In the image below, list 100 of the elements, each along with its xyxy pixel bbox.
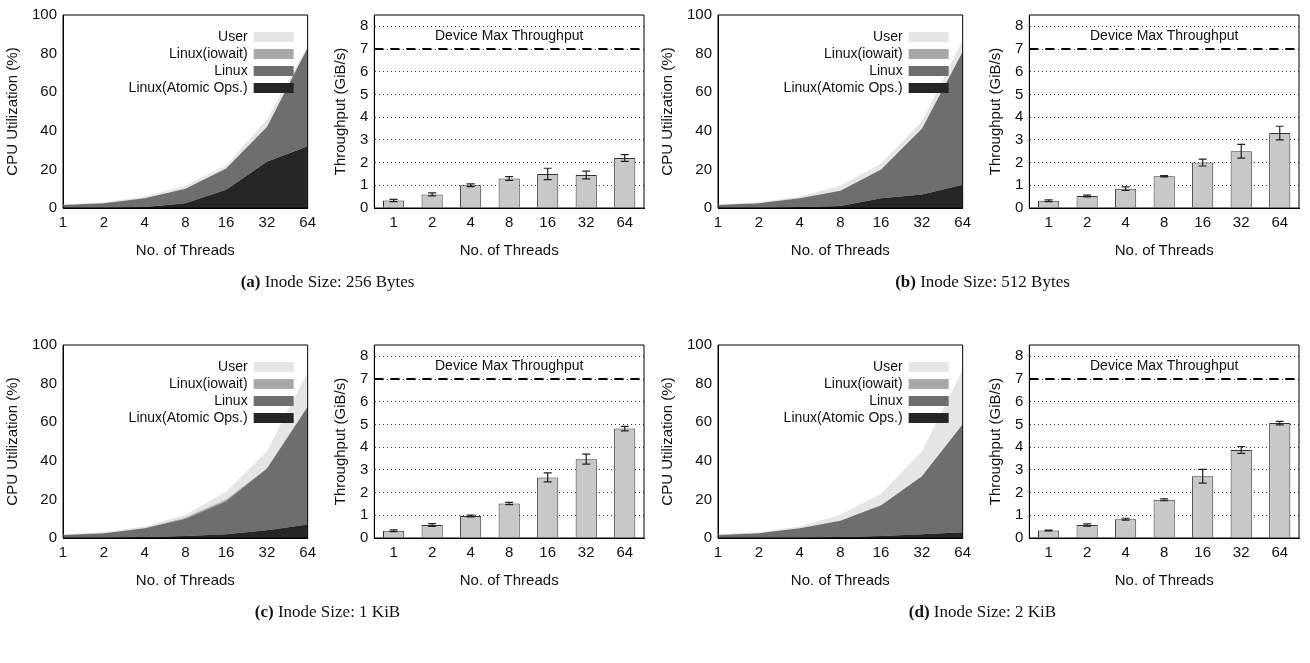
x-axis-title: No. of Threads <box>1114 571 1214 589</box>
x-tick-label: 1 <box>389 543 398 561</box>
y-tick-label: 3 <box>1015 460 1024 478</box>
y-tick-label: 5 <box>1015 84 1024 102</box>
x-axis-title: No. of Threads <box>135 571 235 589</box>
y-tick-label: 60 <box>40 412 58 430</box>
x-axis-title: No. of Threads <box>790 241 890 259</box>
y-tick-label: 6 <box>360 391 369 409</box>
x-tick-label: 16 <box>539 543 557 561</box>
legend-label: User <box>218 27 248 44</box>
x-axis-title: No. of Threads <box>1114 241 1214 259</box>
y-axis-title: CPU Utilization (%) <box>658 377 676 506</box>
y-axis-title: Throughput (GiB/s) <box>331 377 349 506</box>
x-tick-label: 4 <box>466 213 475 231</box>
x-tick-label: 4 <box>1121 543 1130 561</box>
x-tick-label: 64 <box>954 213 971 231</box>
x-tick-label: 64 <box>954 543 971 561</box>
y-tick-label: 1 <box>360 175 369 193</box>
x-tick-label: 16 <box>1194 543 1212 561</box>
legend-label: Linux(iowait) <box>169 374 248 391</box>
x-tick-label: 64 <box>299 213 316 231</box>
y-tick-label: 80 <box>695 373 713 391</box>
ref-line-label: Device Max Throughput <box>1089 26 1239 43</box>
x-tick-label: 32 <box>913 543 931 561</box>
y-tick-label: 5 <box>360 84 369 102</box>
x-tick-label: 32 <box>258 213 276 231</box>
legend-label: Linux(Atomic Ops.) <box>128 78 248 95</box>
legend-label: User <box>218 357 248 374</box>
y-axis-title: Throughput (GiB/s) <box>986 47 1004 176</box>
y-tick-label: 60 <box>40 82 58 100</box>
y-tick-label: 4 <box>1015 437 1024 455</box>
y-tick-label: 0 <box>1015 198 1024 216</box>
y-tick-label: 3 <box>360 460 369 478</box>
x-tick-label: 8 <box>836 213 845 231</box>
y-tick-label: 40 <box>40 120 58 138</box>
x-tick-label: 8 <box>181 213 190 231</box>
y-tick-label: 7 <box>1015 39 1024 57</box>
text: (a) Inode Size: 256 Bytes <box>239 272 416 292</box>
x-tick-label: 32 <box>1232 213 1250 231</box>
x-tick-label: 2 <box>1082 543 1092 561</box>
y-tick-label: 80 <box>40 373 58 391</box>
x-tick-label: 16 <box>872 543 890 561</box>
x-tick-label: 16 <box>872 213 890 231</box>
y-tick-label: 0 <box>48 528 58 546</box>
legend-label: Linux(Atomic Ops.) <box>783 78 903 95</box>
x-tick-label: 2 <box>754 543 763 561</box>
legend-label: Linux(Atomic Ops.) <box>783 408 903 425</box>
y-tick-label: 0 <box>360 528 369 546</box>
y-tick-label: 100 <box>32 335 58 353</box>
x-tick-label: 32 <box>1232 543 1250 561</box>
x-tick-label: 64 <box>1271 543 1289 561</box>
x-tick-label: 16 <box>217 543 235 561</box>
y-tick-label: 6 <box>360 61 369 79</box>
x-tick-label: 2 <box>754 213 763 231</box>
y-tick-label: 2 <box>360 152 369 170</box>
y-tick-label: 1 <box>1015 175 1024 193</box>
y-tick-label: 20 <box>695 489 713 507</box>
y-axis-title: Throughput (GiB/s) <box>331 47 349 176</box>
y-tick-label: 3 <box>360 130 369 148</box>
y-tick-label: 0 <box>360 198 369 216</box>
y-tick-label: 6 <box>1015 391 1024 409</box>
legend-label: Linux(iowait) <box>824 44 903 61</box>
x-tick-label: 64 <box>1271 213 1289 231</box>
y-tick-label: 40 <box>40 450 58 468</box>
x-axis-title: No. of Threads <box>459 571 559 589</box>
x-tick-label: 8 <box>1160 543 1169 561</box>
x-tick-label: 16 <box>217 213 235 231</box>
legend-label: User <box>873 357 903 374</box>
legend-label: Linux <box>869 391 903 408</box>
y-axis-title: CPU Utilization (%) <box>658 47 676 176</box>
x-tick-label: 32 <box>258 543 276 561</box>
x-tick-label: 64 <box>616 213 634 231</box>
legend-label: Linux(Atomic Ops.) <box>128 408 248 425</box>
y-tick-label: 40 <box>695 450 713 468</box>
y-tick-label: 60 <box>695 412 713 430</box>
y-tick-label: 80 <box>40 43 58 61</box>
x-tick-label: 4 <box>466 543 475 561</box>
y-tick-label: 20 <box>695 159 713 177</box>
x-tick-label: 64 <box>299 543 316 561</box>
x-tick-label: 2 <box>1082 213 1092 231</box>
x-tick-label: 16 <box>1194 213 1212 231</box>
y-tick-label: 1 <box>360 505 369 523</box>
x-tick-label: 8 <box>505 213 514 231</box>
x-tick-label: 8 <box>836 543 845 561</box>
x-tick-label: 2 <box>427 213 437 231</box>
y-tick-label: 8 <box>360 346 369 364</box>
x-tick-label: 1 <box>389 213 398 231</box>
y-tick-label: 20 <box>40 489 58 507</box>
y-tick-label: 8 <box>1015 346 1024 364</box>
x-tick-label: 4 <box>795 543 804 561</box>
x-tick-label: 4 <box>1121 213 1130 231</box>
y-tick-label: 7 <box>360 369 369 387</box>
y-tick-label: 2 <box>1015 482 1024 500</box>
y-tick-label: 4 <box>360 437 369 455</box>
legend-label: Linux <box>214 391 248 408</box>
y-tick-label: 5 <box>1015 414 1024 432</box>
y-tick-label: 6 <box>1015 61 1024 79</box>
text: (d) Inode Size: 2 KiB <box>907 602 1058 622</box>
y-tick-label: 3 <box>1015 130 1024 148</box>
y-tick-label: 100 <box>687 5 713 23</box>
